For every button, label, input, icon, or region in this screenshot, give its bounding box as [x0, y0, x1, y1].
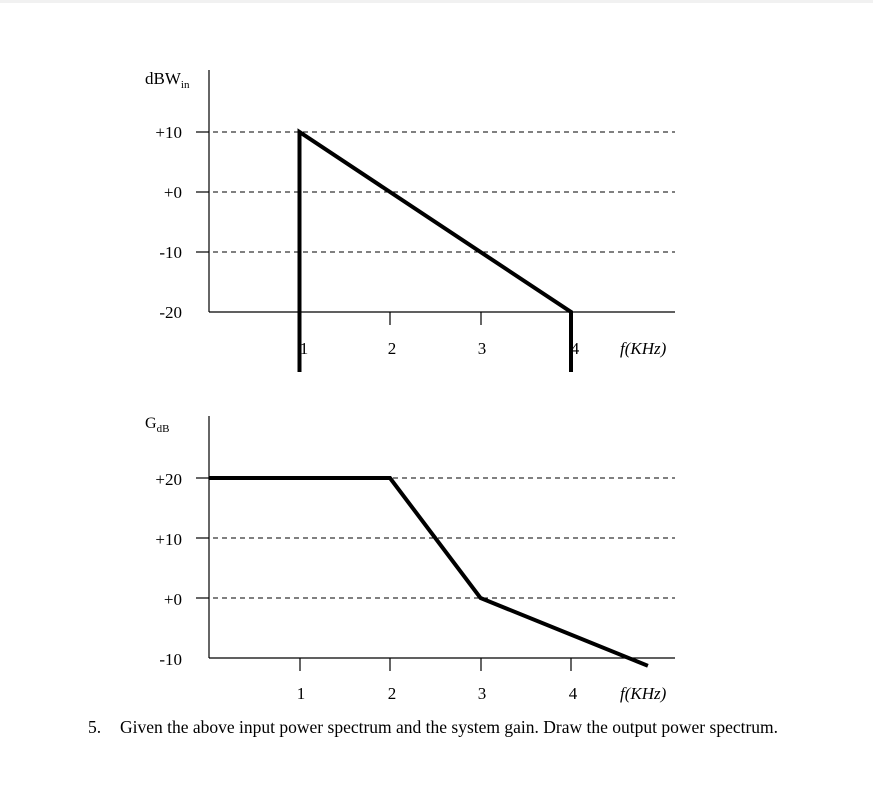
y-tick: +0	[164, 183, 675, 202]
x-tick: 3	[478, 658, 487, 703]
x-tick: 2	[388, 312, 397, 358]
y-tick-label: +10	[155, 123, 182, 142]
y-tick: -20	[159, 303, 182, 322]
y-tick: +0	[164, 590, 675, 609]
x-tick: 2	[388, 658, 397, 703]
x-tick-label: 1	[297, 684, 306, 703]
y-tick: -10	[159, 650, 182, 669]
y-axis-label: dBWin	[145, 69, 190, 91]
y-tick-label: -10	[159, 243, 182, 262]
chart-input-spectrum: dBWin +10 +0 -10 -20 1 2	[145, 69, 675, 372]
figure: dBWin +10 +0 -10 -20 1 2	[145, 69, 675, 703]
x-tick-label: 4	[571, 339, 580, 358]
y-tick-label: +0	[164, 183, 182, 202]
x-tick-label: 3	[478, 684, 487, 703]
x-tick-label: 1	[300, 339, 309, 358]
x-tick-label: 2	[388, 684, 397, 703]
y-tick: -10	[159, 243, 675, 262]
x-axis-label: f(KHz)	[620, 684, 667, 703]
input-spectrum-line	[297, 128, 573, 372]
x-tick: 4	[569, 658, 578, 703]
y-tick-label: +0	[164, 590, 182, 609]
y-tick-label: -10	[159, 650, 182, 669]
gain-curve-line	[209, 476, 649, 668]
x-tick: 1	[297, 658, 306, 703]
chart-system-gain: GdB +20 +10 +0 -10 1 2	[145, 415, 675, 703]
y-tick: +10	[155, 530, 675, 549]
question-number: 5.	[88, 717, 102, 737]
page-top-border	[0, 0, 873, 3]
x-tick-label: 4	[569, 684, 578, 703]
y-tick: +10	[155, 123, 675, 142]
x-axis-label: f(KHz)	[620, 339, 667, 358]
x-tick-label: 3	[478, 339, 487, 358]
question-text: Given the above input power spectrum and…	[120, 717, 779, 737]
y-tick-label: -20	[159, 303, 182, 322]
y-tick-label: +10	[155, 530, 182, 549]
y-tick-label: +20	[155, 470, 182, 489]
x-tick-label: 2	[388, 339, 397, 358]
y-axis-label: GdB	[145, 415, 169, 435]
x-tick: 3	[478, 312, 487, 358]
